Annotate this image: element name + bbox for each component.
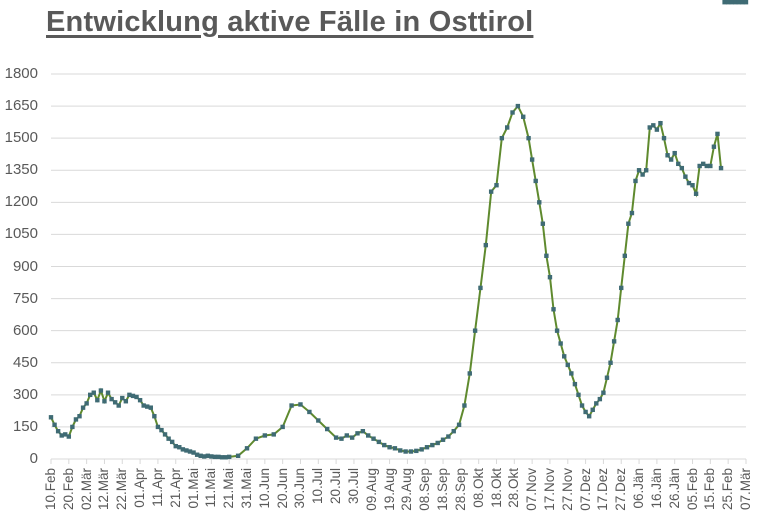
- y-tick-label: 0: [29, 450, 38, 467]
- y-tick-label: 900: [12, 257, 38, 275]
- y-tick-label: 1500: [4, 129, 38, 147]
- y-tick-label: 1650: [4, 97, 38, 115]
- y-tick-label: 450: [12, 353, 38, 371]
- y-tick-label: 750: [12, 289, 38, 307]
- series-line: [50, 104, 722, 459]
- y-tick-label: 150: [12, 417, 38, 435]
- y-tick-label: 600: [12, 321, 38, 339]
- y-tick-label: 1050: [4, 225, 38, 243]
- y-tick-label: 1350: [4, 161, 38, 179]
- y-tick-label: 1200: [4, 193, 38, 211]
- gridlines: [51, 73, 746, 428]
- y-tick-label: 300: [12, 385, 38, 403]
- y-tick-label: 1800: [4, 65, 38, 82]
- series-markers: [48, 0, 749, 460]
- x-axis-line: [50, 458, 747, 464]
- chart-title: Entwicklung aktive Fälle in Osttirol: [46, 6, 534, 38]
